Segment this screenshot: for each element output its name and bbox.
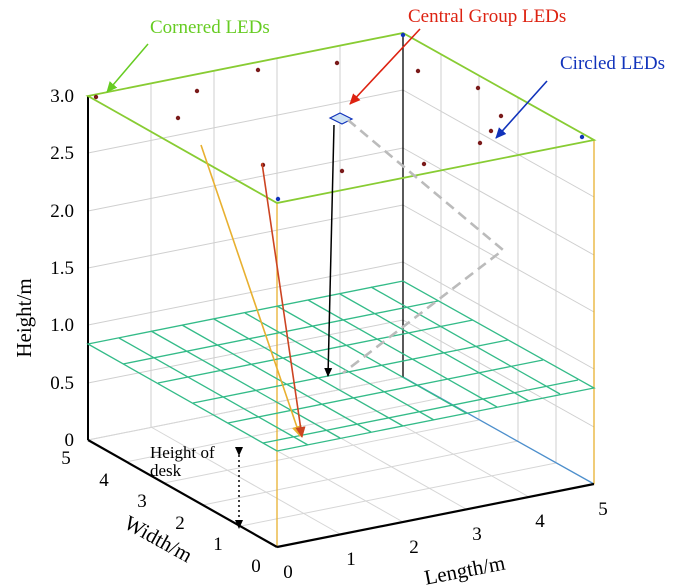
length-tick: 2 [409, 537, 419, 558]
red-ray [261, 162, 306, 438]
width-tick: 3 [137, 491, 147, 512]
led-dot [475, 85, 481, 91]
reflection-path [342, 119, 506, 375]
led-dot [175, 115, 181, 121]
width-tick: 0 [251, 556, 261, 577]
width-tick: 2 [175, 513, 185, 534]
led-dot [415, 68, 421, 74]
width-tick: 5 [61, 448, 71, 469]
led-dot [498, 113, 504, 119]
central-label: Central Group LEDs [408, 6, 566, 27]
desk-label-line2: desk [150, 461, 182, 480]
height-tick: 1.5 [50, 258, 74, 279]
led-dot [339, 168, 345, 174]
circled-pointer [495, 80, 548, 139]
length-tick: 5 [598, 499, 608, 520]
height-axis-label: Height/m [12, 278, 36, 357]
led-dot [477, 140, 483, 146]
width-axis [87, 439, 278, 548]
right-wall-grid [402, 54, 595, 463]
height-tick: 1.0 [50, 315, 74, 336]
height-tick: 0.5 [50, 373, 74, 394]
led-dot [400, 32, 406, 38]
led-dot [194, 88, 200, 94]
length-tick: 3 [472, 524, 482, 545]
height-tick: 3.0 [50, 86, 74, 107]
cornered-label: Cornered LEDs [150, 17, 270, 38]
led-dot [421, 161, 427, 167]
desk-label-line1: Height of [150, 443, 215, 462]
height-tick: 0 [65, 430, 75, 451]
desk-grid [86, 280, 596, 452]
length-axis-label: Length/m [422, 551, 507, 585]
central-led-group [328, 112, 354, 125]
central-direct-ray [324, 124, 335, 377]
led-dot [275, 196, 281, 202]
back-wall-grid [87, 32, 404, 441]
height-tick-labels: 0 0.5 1.0 1.5 2.0 2.5 3.0 [50, 86, 74, 451]
ceiling-leds [93, 32, 585, 202]
length-tick: 0 [283, 562, 293, 583]
led-dot [93, 94, 99, 100]
cornered-pointer [106, 43, 149, 93]
length-tick: 1 [346, 549, 356, 570]
ceiling-outline [85, 32, 597, 204]
height-tick: 2.5 [50, 143, 74, 164]
width-axis-label: Width/m [120, 510, 196, 567]
central-pointer [349, 28, 421, 105]
led-dot [334, 60, 340, 66]
circled-label: Circled LEDs [560, 53, 665, 74]
width-tick: 4 [99, 470, 109, 491]
width-tick-labels: 5 4 3 2 1 0 [61, 448, 261, 577]
length-tick-labels: 0 1 2 3 4 5 [283, 499, 608, 583]
width-tick: 1 [213, 534, 223, 555]
led-dot [488, 128, 494, 134]
led-dot [255, 67, 261, 73]
led-dot [579, 134, 585, 140]
height-tick: 2.0 [50, 201, 74, 222]
length-tick: 4 [535, 511, 545, 532]
orange-ray [200, 144, 302, 437]
length-axis [276, 482, 595, 549]
